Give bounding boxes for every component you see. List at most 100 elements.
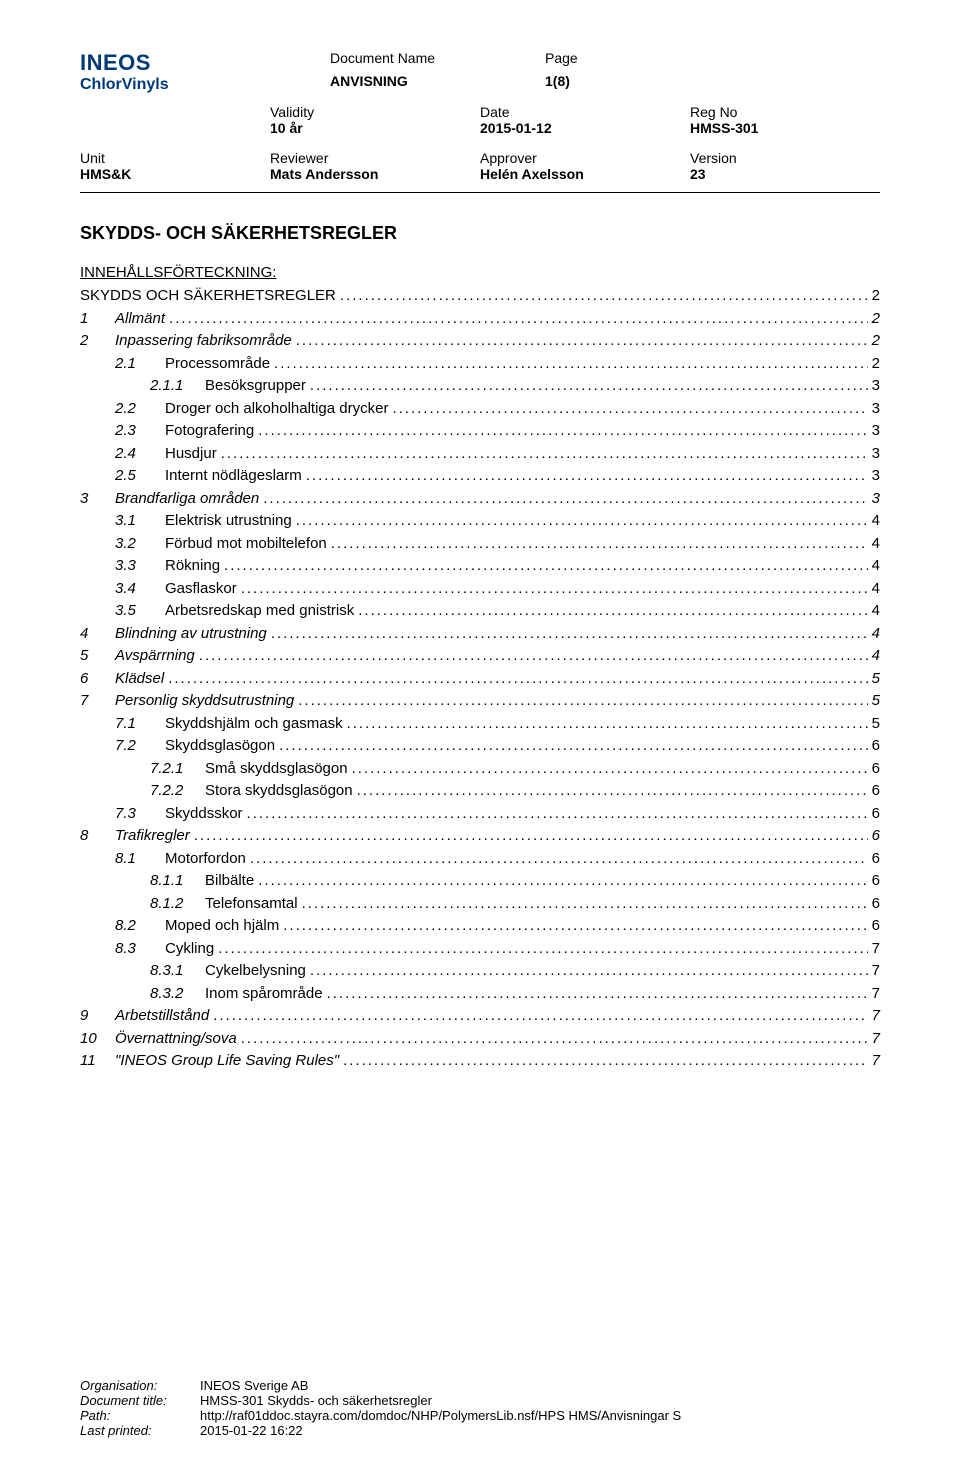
- toc-number: 10: [80, 1028, 115, 1051]
- toc-leader: [392, 398, 867, 421]
- toc-label: Besöksgrupper: [205, 375, 306, 398]
- toc-label: Trafikregler: [115, 825, 190, 848]
- toc-number: 11: [80, 1050, 115, 1073]
- toc-leader: [258, 870, 867, 893]
- toc-row: 6Klädsel5: [80, 668, 880, 691]
- toc-leader: [168, 668, 867, 691]
- toc-leader: [213, 1005, 867, 1028]
- footer-org-label: Organisation:: [80, 1378, 200, 1393]
- toc-number: 2.5: [115, 465, 165, 488]
- toc-label: Övernattning/sova: [115, 1028, 237, 1051]
- toc-page: 6: [872, 825, 880, 848]
- regno-value: HMSS-301: [690, 120, 810, 136]
- toc-row: 9Arbetstillstånd7: [80, 1005, 880, 1028]
- table-of-contents: SKYDDS OCH SÄKERHETSREGLER21Allmänt22Inp…: [80, 285, 880, 1073]
- toc-label: Arbetstillstånd: [115, 1005, 209, 1028]
- toc-page: 7: [872, 960, 880, 983]
- toc-leader: [352, 758, 868, 781]
- toc-number: 8: [80, 825, 115, 848]
- toc-label: Moped och hjälm: [165, 915, 279, 938]
- toc-page: 7: [872, 983, 880, 1006]
- toc-number: 3.4: [115, 578, 165, 601]
- toc-label: Gasflaskor: [165, 578, 237, 601]
- date-label: Date: [480, 104, 690, 120]
- doc-metadata: Document Name Page ANVISNING 1(8): [330, 50, 880, 94]
- toc-row: 2.1.1Besöksgrupper3: [80, 375, 880, 398]
- toc-leader: [296, 510, 868, 533]
- toc-leader: [347, 713, 868, 736]
- toc-row: 5Avspärrning4: [80, 645, 880, 668]
- toc-leader: [310, 960, 868, 983]
- toc-row: 2.1Processområde2: [80, 353, 880, 376]
- toc-number: 8.2: [115, 915, 165, 938]
- toc-row: 3.5Arbetsredskap med gnistrisk 4: [80, 600, 880, 623]
- toc-row: 2.5Internt nödlägeslarm3: [80, 465, 880, 488]
- toc-label: Skyddsglasögon: [165, 735, 275, 758]
- toc-label: SKYDDS OCH SÄKERHETSREGLER: [80, 285, 336, 308]
- footer-printed-value: 2015-01-22 16:22: [200, 1423, 880, 1438]
- toc-page: 3: [872, 398, 880, 421]
- toc-page: 3: [872, 465, 880, 488]
- toc-page: 4: [872, 555, 880, 578]
- toc-number: 3.5: [115, 600, 165, 623]
- toc-row: 8.1Motorfordon6: [80, 848, 880, 871]
- toc-label: Skyddshjälm och gasmask: [165, 713, 343, 736]
- toc-label: Personlig skyddsutrustning: [115, 690, 294, 713]
- toc-leader: [327, 983, 868, 1006]
- toc-label: "INEOS Group Life Saving Rules": [115, 1050, 339, 1073]
- toc-number: 7.3: [115, 803, 165, 826]
- toc-page: 4: [872, 623, 880, 646]
- toc-number: 2.4: [115, 443, 165, 466]
- toc-row: 1Allmänt2: [80, 308, 880, 331]
- unit-label: Unit: [80, 150, 270, 166]
- toc-leader: [250, 848, 868, 871]
- toc-number: 6: [80, 668, 115, 691]
- validity-label: Validity: [270, 104, 480, 120]
- toc-number: 3.1: [115, 510, 165, 533]
- doc-name-label: Document Name: [330, 50, 530, 71]
- toc-leader: [296, 330, 868, 353]
- toc-page: 6: [872, 735, 880, 758]
- toc-number: 7.2.1: [150, 758, 205, 781]
- toc-page: 6: [872, 893, 880, 916]
- toc-leader: [283, 915, 867, 938]
- toc-label: Elektrisk utrustning: [165, 510, 292, 533]
- toc-leader: [247, 803, 868, 826]
- toc-number: 2.1.1: [150, 375, 205, 398]
- toc-leader: [340, 285, 868, 308]
- toc-leader: [279, 735, 868, 758]
- toc-number: 8.1.2: [150, 893, 205, 916]
- toc-label: Klädsel: [115, 668, 164, 691]
- logo: INEOS ChlorVinyls: [80, 50, 169, 94]
- toc-page: 6: [872, 915, 880, 938]
- toc-label: Droger och alkoholhaltiga drycker: [165, 398, 388, 421]
- toc-leader: [306, 465, 868, 488]
- toc-page: 3: [872, 488, 880, 511]
- toc-number: 7.1: [115, 713, 165, 736]
- toc-row: 7.2Skyddsglasögon6: [80, 735, 880, 758]
- toc-number: 2.1: [115, 353, 165, 376]
- toc-label: Cykling: [165, 938, 214, 961]
- toc-number: 3: [80, 488, 115, 511]
- toc-page: 4: [872, 600, 880, 623]
- toc-row: 3.3Rökning4: [80, 555, 880, 578]
- toc-label: Inpassering fabriksområde: [115, 330, 292, 353]
- logo-top: INEOS: [80, 50, 169, 76]
- toc-leader: [343, 1050, 868, 1073]
- toc-label: Arbetsredskap med gnistrisk: [165, 600, 354, 623]
- toc-leader: [241, 578, 868, 601]
- toc-leader: [274, 353, 868, 376]
- toc-leader: [298, 690, 867, 713]
- toc-page: 6: [872, 803, 880, 826]
- toc-row: 8.3Cykling7: [80, 938, 880, 961]
- footer-printed-label: Last printed:: [80, 1423, 200, 1438]
- toc-leader: [358, 600, 867, 623]
- toc-row: 2Inpassering fabriksområde2: [80, 330, 880, 353]
- toc-number: 2.3: [115, 420, 165, 443]
- doc-footer: Organisation: INEOS Sverige AB Document …: [80, 1378, 880, 1438]
- toc-leader: [218, 938, 867, 961]
- toc-heading: INNEHÅLLSFÖRTECKNING:: [80, 264, 880, 281]
- toc-label: Små skyddsglasögon: [205, 758, 348, 781]
- toc-row: 2.2Droger och alkoholhaltiga drycker3: [80, 398, 880, 421]
- toc-page: 6: [872, 758, 880, 781]
